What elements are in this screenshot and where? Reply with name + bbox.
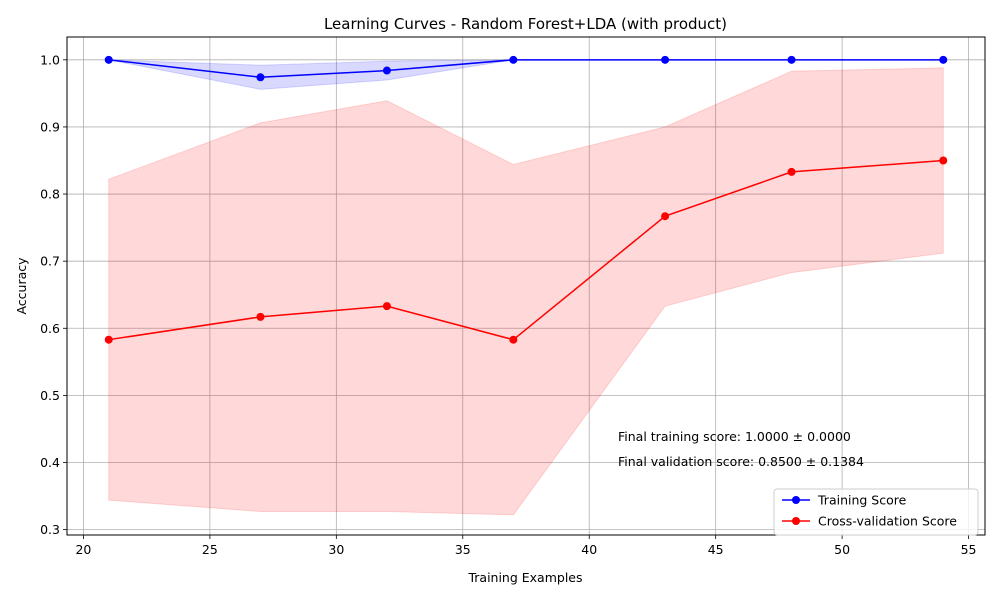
- x-axis-title: Training Examples: [467, 570, 582, 585]
- grid-lines: [67, 37, 985, 535]
- y-tick-label: 0.6: [40, 321, 60, 336]
- training-score-point: [661, 55, 670, 64]
- legend-label-validation: Cross-validation Score: [818, 514, 957, 529]
- legend-box: [773, 488, 979, 536]
- legend-label-training: Training Score: [817, 493, 907, 508]
- training-score-point: [509, 55, 518, 64]
- validation-score-point: [661, 212, 670, 221]
- y-tick-label: 0.7: [40, 254, 60, 269]
- validation-score-point: [104, 335, 113, 344]
- y-axis-title: Accuracy: [14, 257, 29, 315]
- y-axis-ticks: 0.3 0.4 0.5 0.6 0.7 0.8 0.9 1.0: [40, 52, 67, 537]
- confidence-bands: [108, 59, 944, 516]
- chart-title: Learning Curves - Random Forest+LDA (wit…: [324, 15, 727, 33]
- training-score-point: [787, 55, 796, 64]
- training-score-band: [108, 59, 944, 90]
- series-points: [104, 55, 948, 344]
- x-tick-label: 55: [961, 542, 977, 557]
- x-tick-label: 25: [202, 542, 218, 557]
- y-tick-label: 0.5: [40, 388, 60, 403]
- validation-score-point: [256, 312, 265, 321]
- x-tick-label: 20: [75, 542, 91, 557]
- plot-frame: [66, 36, 986, 536]
- training-score-point: [256, 73, 265, 82]
- legend-marker-training: [792, 496, 800, 504]
- y-tick-label: 0.3: [40, 522, 60, 537]
- x-tick-label: 30: [328, 542, 344, 557]
- final-validation-score-annotation: Final validation score: 0.8500 ± 0.1384: [618, 454, 864, 469]
- x-axis-ticks: 20 25 30 35 40 45 50 55: [75, 535, 977, 557]
- validation-score-band: [108, 67, 944, 516]
- validation-score-point: [787, 167, 796, 176]
- validation-score-point: [382, 302, 391, 311]
- y-tick-label: 0.9: [40, 119, 60, 134]
- validation-score-point: [939, 156, 948, 165]
- x-tick-label: 35: [455, 542, 471, 557]
- training-score-point: [104, 55, 113, 64]
- x-tick-label: 50: [834, 542, 850, 557]
- training-score-point: [382, 66, 391, 75]
- x-tick-label: 45: [708, 542, 724, 557]
- legend-marker-validation: [792, 517, 800, 525]
- x-tick-label: 40: [581, 542, 597, 557]
- validation-score-point: [509, 335, 518, 344]
- legend: Training Score Cross-validation Score: [773, 488, 979, 536]
- y-tick-label: 1.0: [40, 52, 60, 67]
- y-tick-label: 0.8: [40, 187, 60, 202]
- training-score-point: [939, 55, 948, 64]
- y-tick-label: 0.4: [40, 455, 60, 470]
- final-training-score-annotation: Final training score: 1.0000 ± 0.0000: [618, 429, 851, 444]
